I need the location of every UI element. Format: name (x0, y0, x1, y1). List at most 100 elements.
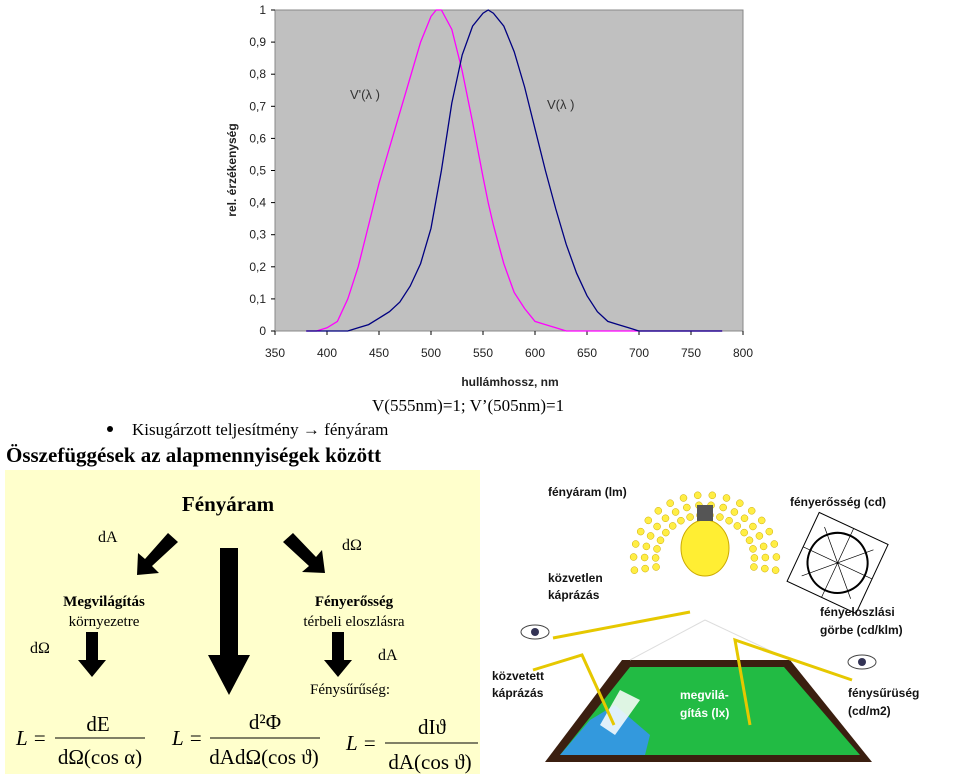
ray-dot (640, 553, 649, 562)
arrow (208, 548, 250, 695)
y-tick-label: 0,8 (249, 67, 266, 81)
y-tick-label: 0,6 (249, 131, 266, 145)
formula-numerator: d²Φ (249, 710, 281, 734)
ray-dot (755, 532, 764, 540)
series-line (306, 9, 723, 332)
eye (847, 654, 877, 670)
illustration-label: közvetlen káprázás (548, 571, 603, 602)
formula-numerator: dIϑ (418, 715, 446, 739)
note: V(555nm)=1; V’(505nm)=1 (372, 396, 564, 415)
bullet-dot (107, 426, 113, 432)
x-tick-label: 550 (473, 346, 493, 360)
ray-dot (730, 508, 739, 516)
ray-dot (750, 554, 759, 562)
arrow (78, 632, 106, 677)
diagram-background (5, 470, 480, 774)
illustration-label: fénysűrüség (cd/m2) (848, 686, 919, 718)
ray-dot (652, 563, 660, 571)
diagram-title: Fényáram (182, 492, 275, 516)
x-tick-label: 500 (421, 346, 441, 360)
formula-lhs: L = (15, 726, 47, 750)
x-tick-label: 800 (733, 346, 753, 360)
ray-dot (759, 542, 768, 551)
illustration-label: megvilá-gítás (lx) (680, 688, 729, 720)
bullet-text: Kisugárzott teljesítmény → fényáram (132, 420, 388, 439)
ray-dot (736, 499, 744, 507)
edge-label: dΩ (30, 640, 50, 657)
formula: L = d²Φ dAdΩ(cos ϑ) (171, 710, 320, 769)
ray-dot (772, 553, 781, 561)
y-tick-label: 0,1 (249, 292, 266, 306)
ray-dot (653, 545, 661, 553)
x-tick-label: 650 (577, 346, 597, 360)
y-tick-label: 0,5 (249, 164, 266, 178)
ray-dot (646, 532, 655, 540)
y-tick-label: 1 (259, 3, 266, 17)
formula-denominator: dΩ(cos α) (58, 745, 142, 769)
series-label: V(λ ) (547, 97, 574, 112)
x-tick-label: 700 (629, 346, 649, 360)
ray-dot (757, 516, 766, 525)
y-tick-label: 0,3 (249, 228, 266, 242)
illustration-label: közvetett káprázás (492, 669, 544, 700)
ray-dot (644, 516, 653, 525)
x-tick-label: 400 (317, 346, 337, 360)
ray-dot (677, 516, 685, 525)
ray-dot (749, 545, 757, 553)
node-subtitle: térbeli eloszlásra (303, 614, 405, 630)
formula: L = dE dΩ(cos α) (15, 712, 145, 769)
ray-dot (656, 536, 665, 545)
ray-dot (708, 491, 717, 500)
plot-background (274, 9, 744, 332)
bulb-base (697, 505, 713, 521)
ray-dot (668, 522, 677, 530)
distribution-diagram (786, 511, 889, 615)
eye (520, 624, 550, 640)
formula-denominator: dAdΩ(cos ϑ) (209, 745, 318, 769)
glare-arrow (532, 653, 616, 726)
series-label: V'(λ ) (350, 87, 380, 102)
ray-dot (770, 540, 779, 548)
ray-dot (750, 563, 758, 571)
ray-dot (629, 553, 638, 561)
ray-dot (740, 514, 749, 523)
ray-dot (686, 513, 694, 521)
node-title: Megvilágítás (63, 594, 145, 610)
light-line (629, 619, 706, 661)
ray-dot (630, 566, 639, 574)
ray-dot (765, 527, 774, 536)
polar-grid (801, 526, 874, 599)
ray-dot (636, 527, 645, 536)
arrow (137, 533, 178, 575)
x-tick-label: 450 (369, 346, 389, 360)
ray-dot (747, 507, 756, 515)
ray-dot (740, 528, 748, 537)
x-tick-label: 350 (265, 346, 285, 360)
ray-dot (716, 513, 724, 521)
ray-dot (666, 499, 674, 507)
ray-dot (722, 494, 731, 502)
formula-numerator: dE (86, 712, 109, 736)
illustration-label: fényáram (lm) (548, 485, 627, 499)
formula: L = dIϑ dA(cos ϑ) (345, 715, 478, 774)
ray-dot (745, 536, 754, 545)
heading: Összefüggések az alapmennyiségek között (6, 443, 381, 467)
chart: rel. érzékenység hullámhossz, nm V'(λ ) … (225, 3, 753, 389)
ray-dot (653, 522, 661, 531)
ray-dot (683, 503, 691, 512)
y-axis-label: rel. érzékenység (225, 123, 239, 216)
x-tick-label: 750 (681, 346, 701, 360)
lighting-illustration: fényáram (lm) fényerősség (cd) közvetlen… (492, 485, 919, 762)
edge-label: dA (378, 647, 398, 664)
ray-dot (733, 522, 742, 530)
x-axis-label: hullámhossz, nm (461, 375, 558, 389)
illustration-label: fényerősség (cd) (790, 495, 886, 509)
ray-dot (719, 503, 727, 512)
x-tick-label: 600 (525, 346, 545, 360)
ray-dot (631, 540, 640, 548)
ray-dot (654, 507, 663, 515)
ray-dot (671, 508, 680, 516)
formula-denominator: dA(cos ϑ) (388, 750, 471, 774)
ray-dot (641, 564, 649, 573)
ray-dot (771, 566, 780, 574)
